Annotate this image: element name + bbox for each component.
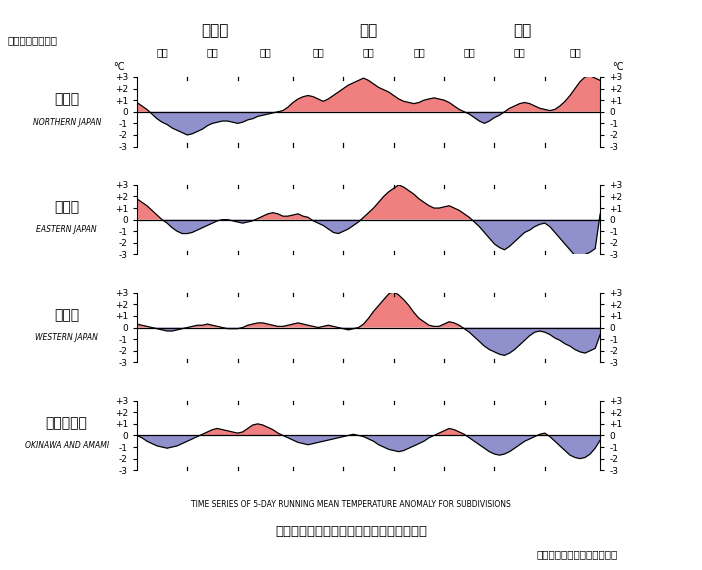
- Text: EASTERN JAPAN: EASTERN JAPAN: [37, 225, 97, 234]
- Text: 中旬: 中旬: [514, 47, 526, 58]
- Text: 上旬: 上旬: [312, 47, 324, 58]
- Text: NORTHERN JAPAN: NORTHERN JAPAN: [32, 117, 101, 127]
- Text: １２月: １２月: [201, 23, 229, 38]
- Text: TIME SERIES OF 5-DAY RUNNING MEAN TEMPERATURE ANOMALY FOR SUBDIVISIONS: TIME SERIES OF 5-DAY RUNNING MEAN TEMPER…: [191, 500, 511, 509]
- Text: １月: １月: [359, 23, 378, 38]
- Text: ２０２４／２５年: ２０２４／２５年: [7, 35, 57, 45]
- Text: 更新日：２０２５年３月３日: 更新日：２０２５年３月３日: [536, 549, 618, 559]
- Text: 中旬: 中旬: [206, 47, 218, 58]
- Text: 西日本: 西日本: [54, 308, 79, 322]
- Text: 上旬: 上旬: [157, 47, 168, 58]
- Text: 下旬: 下旬: [569, 47, 581, 58]
- Text: °C: °C: [612, 62, 623, 72]
- Text: 地域平均気温平年差の５日移動平均時系列: 地域平均気温平年差の５日移動平均時系列: [275, 525, 427, 538]
- Text: °C: °C: [114, 62, 125, 72]
- Text: 下旬: 下旬: [260, 47, 271, 58]
- Text: WESTERN JAPAN: WESTERN JAPAN: [35, 333, 98, 343]
- Text: 東日本: 東日本: [54, 200, 79, 214]
- Text: OKINAWA AND AMAMI: OKINAWA AND AMAMI: [25, 441, 109, 450]
- Text: 北日本: 北日本: [54, 92, 79, 106]
- Text: 中旬: 中旬: [363, 47, 374, 58]
- Text: 下旬: 下旬: [413, 47, 425, 58]
- Text: 上旬: 上旬: [463, 47, 475, 58]
- Text: ２月: ２月: [513, 23, 531, 38]
- Text: 沖縄・奈美: 沖縄・奈美: [46, 416, 88, 430]
